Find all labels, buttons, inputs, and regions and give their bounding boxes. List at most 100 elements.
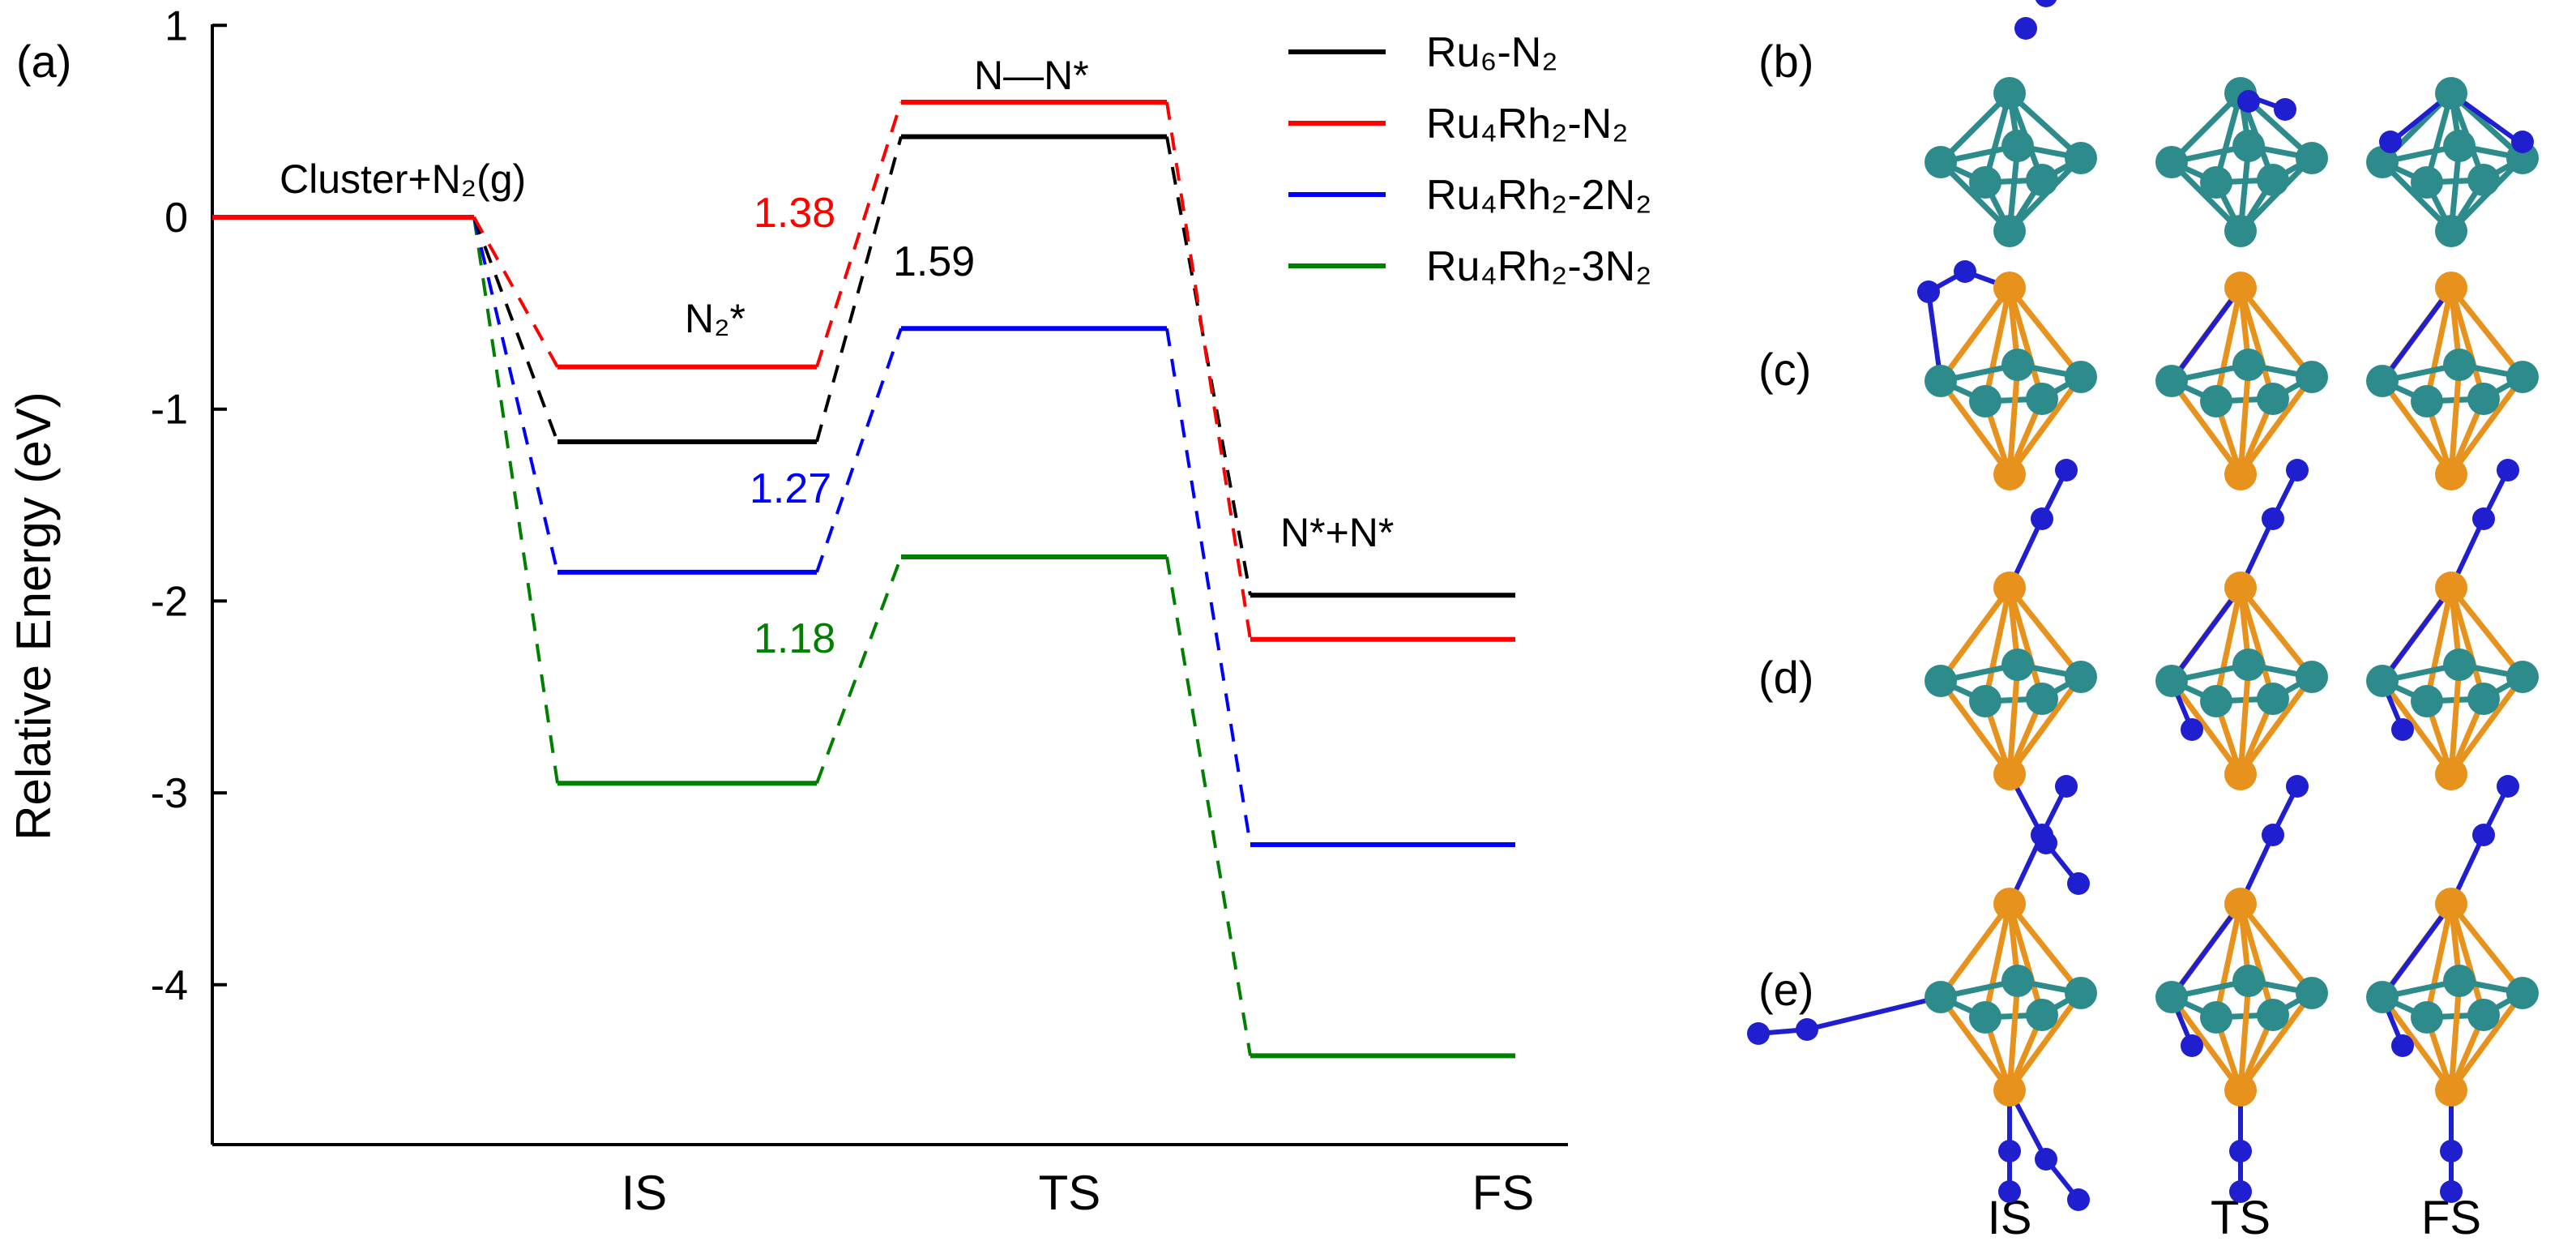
ru-atom	[2296, 142, 2328, 174]
row-label-b: (b)	[1758, 36, 1813, 87]
bond	[1938, 285, 2012, 383]
cluster-structure	[2366, 77, 2539, 247]
cluster-structure	[1925, 0, 2097, 247]
n-atom	[2035, 0, 2057, 7]
bond	[1938, 901, 2012, 1000]
n-atom	[2229, 1180, 2252, 1203]
y-axis-title: Relative Energy (eV)	[6, 392, 61, 841]
ru-atom	[2257, 999, 2289, 1031]
bottom-atom	[2435, 215, 2467, 247]
category-labels: IS TS FS	[622, 1166, 1535, 1220]
bond	[2448, 664, 2463, 775]
bond	[2169, 379, 2243, 477]
bond	[2238, 901, 2314, 995]
bond	[2238, 674, 2314, 777]
row-label-e: (e)	[1758, 964, 1813, 1015]
bond	[2424, 903, 2454, 1018]
n-atom	[1998, 1180, 2021, 1203]
ru-atom	[1969, 1001, 2001, 1034]
n-atom	[2229, 1140, 2252, 1162]
ru-atom	[2257, 383, 2289, 415]
legend-entry: Ru₄Rh₂-3N₂	[1426, 243, 1651, 290]
ru-atom	[2411, 385, 2443, 417]
bond	[2237, 664, 2252, 775]
n-atom	[2440, 1140, 2463, 1162]
ru-atom	[2296, 361, 2328, 393]
legend-entry: Ru₆-N₂	[1426, 29, 1558, 76]
bond	[2007, 991, 2083, 1093]
state-label-n-n: N*+N*	[1280, 510, 1394, 555]
bond	[1938, 91, 2012, 165]
n-atom	[2286, 775, 2309, 798]
ru-atom	[2232, 965, 2265, 997]
legend-entry: Ru₄Rh₂-N₂	[1426, 101, 1628, 148]
n-atom	[2067, 872, 2090, 895]
y-tick-label: 1	[164, 2, 188, 49]
category-label: TS	[1039, 1166, 1101, 1220]
bond	[2380, 902, 2454, 999]
n-atom	[1954, 260, 1976, 283]
legend-entry: Ru₄Rh₂-2N₂	[1426, 172, 1651, 219]
n-atom	[2497, 459, 2519, 482]
bond	[2213, 587, 2244, 702]
bond	[2448, 903, 2487, 1016]
state-label-n2: N₂*	[685, 296, 745, 341]
n-atom	[2511, 131, 2534, 153]
bottom-atom	[2435, 458, 2467, 490]
bond	[2238, 375, 2314, 477]
dash-is-ts	[815, 556, 903, 784]
ru-atom	[2026, 999, 2058, 1031]
ru-atom	[2026, 683, 2058, 715]
bottom-atom	[1993, 215, 2026, 247]
bond	[2237, 587, 2276, 700]
bond	[2449, 585, 2525, 679]
n-atom	[2181, 718, 2203, 741]
bond	[2169, 160, 2243, 233]
bond	[2380, 586, 2454, 683]
panel-label-a: (a)	[16, 36, 71, 87]
ru-atom	[2506, 361, 2539, 393]
ru-atom	[2200, 385, 2232, 417]
n-atom	[2031, 507, 2053, 530]
bottom-atom	[2435, 758, 2467, 790]
structure-panels: (b) (c) (d) (e) IS TS FS	[1747, 0, 2539, 1244]
bottom-atom	[2224, 215, 2257, 247]
top-atom	[2224, 272, 2257, 304]
n-atom	[2014, 17, 2037, 40]
dash-init-is	[472, 216, 559, 573]
ru-atom	[2155, 365, 2188, 397]
row-label-c: (c)	[1758, 344, 1811, 395]
dash-is-ts	[815, 327, 903, 573]
cluster-structure	[2155, 459, 2328, 790]
ru-atom	[2155, 981, 2188, 1013]
ru-atom	[2232, 130, 2265, 162]
n-atom	[2379, 131, 2402, 153]
n-atom	[2286, 459, 2309, 482]
bond	[1938, 995, 2012, 1093]
bond	[2380, 379, 2454, 477]
energy-levels	[212, 99, 1515, 1059]
bottom-atom	[1993, 758, 2026, 790]
ru-atom	[2506, 142, 2539, 174]
bond	[2007, 375, 2083, 477]
bottom-atom	[2435, 1074, 2467, 1107]
bond	[2448, 287, 2487, 400]
top-atom	[1993, 272, 2026, 304]
bond	[2424, 587, 2454, 702]
n-atom	[2440, 1180, 2463, 1203]
ru-atom	[2296, 661, 2328, 693]
bond	[1982, 903, 2013, 1018]
ru-atom	[2296, 977, 2328, 1009]
bond	[2006, 664, 2021, 775]
barrier-label-black: 1.59	[893, 238, 975, 285]
ru-atom	[2443, 649, 2476, 681]
ru-atom	[2366, 665, 2399, 697]
top-atom	[1993, 888, 2026, 920]
bond	[2006, 903, 2045, 1016]
y-tick-label: -2	[151, 578, 188, 625]
bond	[2380, 995, 2454, 1093]
bond	[1938, 379, 2012, 477]
ru-atom	[1969, 166, 2001, 199]
bond	[2007, 674, 2083, 777]
ru-atom	[2366, 146, 2399, 178]
